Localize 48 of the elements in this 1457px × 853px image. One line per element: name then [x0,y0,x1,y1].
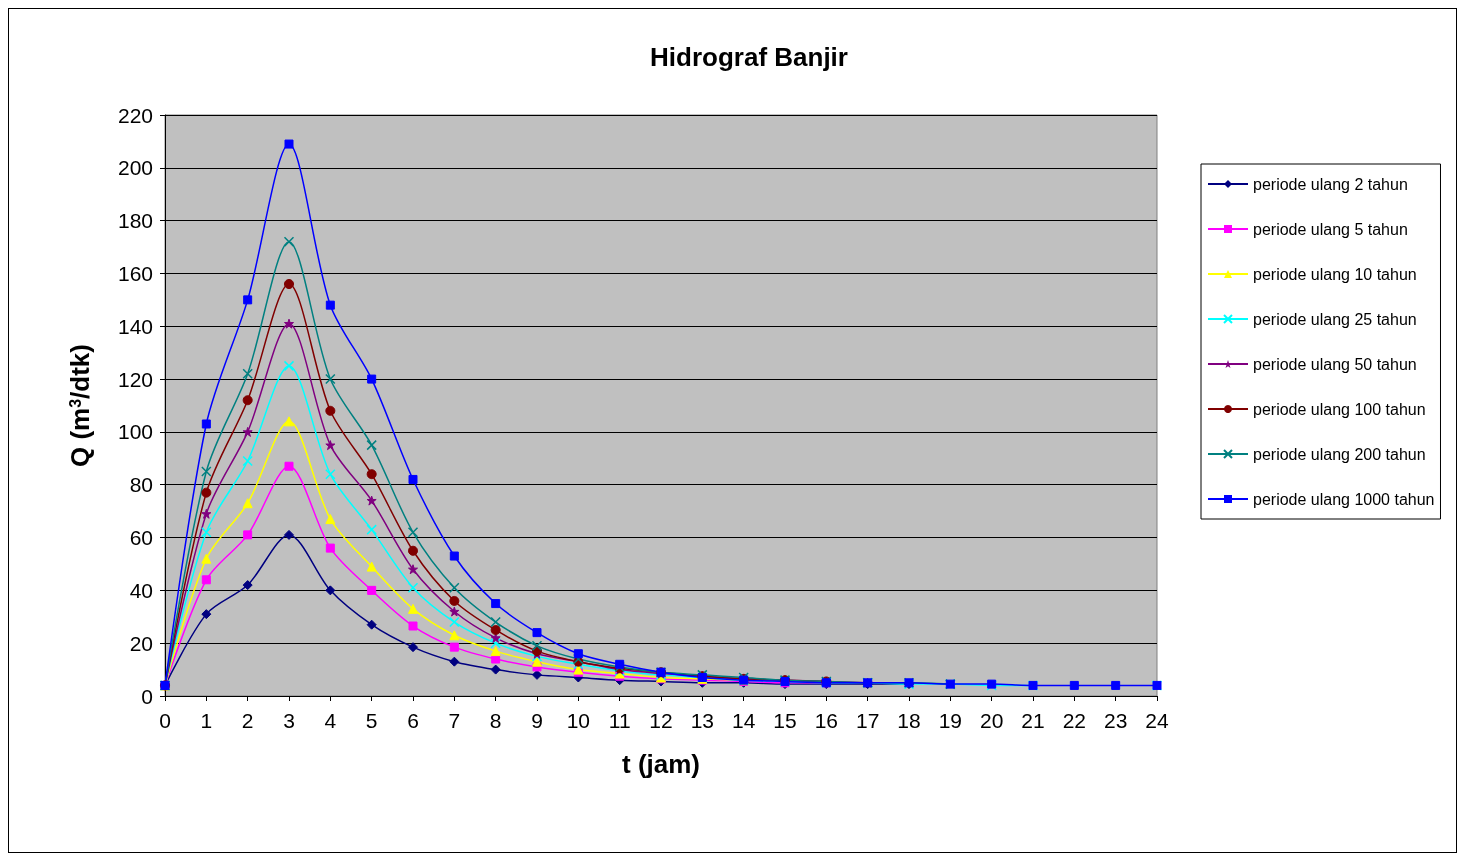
x-tick-label: 0 [159,709,171,732]
y-tick-label: 180 [117,209,153,233]
x-tick-label: 24 [1145,709,1169,732]
x-tick-label: 20 [979,709,1004,732]
x-axis-title: t (jam) [622,749,700,779]
y-tick-label: 160 [117,261,153,285]
legend-label: periode ulang 200 tahun [1253,445,1426,463]
y-tick-label: 0 [141,684,153,708]
x-tick-label: 9 [531,709,543,732]
x-tick-label: 7 [448,709,461,732]
legend-label: periode ulang 10 tahun [1253,265,1417,283]
y-axis-title: Q (m3/dtk) [65,343,95,468]
x-tick-label: 22 [1062,709,1087,732]
legend-label: periode ulang 1000 tahun [1253,490,1435,508]
legend-label: periode ulang 100 tahun [1253,400,1426,418]
x-tick-label: 14 [731,709,756,732]
x-tick-label: 23 [1103,709,1128,732]
y-tick-label: 140 [117,314,153,338]
x-tick-label: 1 [200,709,213,732]
y-tick-label: 220 [117,103,153,127]
y-tick-label: 80 [129,473,153,497]
x-tick-label: 10 [566,709,591,732]
legend-label: periode ulang 2 tahun [1253,175,1408,193]
x-tick-label: 18 [897,709,921,732]
x-tick-label: 8 [489,709,502,732]
x-tick-label: 4 [324,709,337,732]
x-tick-label: 17 [855,709,880,732]
x-tick-label: 19 [938,709,963,732]
x-tick-label: 12 [649,709,673,732]
y-tick-label: 200 [117,156,153,180]
x-tick-label: 15 [773,709,797,732]
y-tick-label: 120 [117,367,153,391]
x-tick-label: 5 [365,709,378,732]
y-tick-label: 40 [129,578,153,602]
x-tick-label: 16 [814,709,839,732]
x-tick-label: 13 [690,709,715,732]
y-tick-label: 60 [129,526,153,550]
legend-label: periode ulang 25 tahun [1253,310,1417,328]
x-tick-label: 11 [608,709,631,732]
x-tick-label: 2 [241,709,254,732]
x-tick-label: 6 [407,709,419,732]
x-tick-label: 3 [283,709,295,732]
legend-label: periode ulang 50 tahun [1253,355,1417,373]
y-tick-label: 20 [129,631,153,655]
chart-title: Hidrograf Banjir [650,42,848,72]
x-tick-label: 21 [1021,709,1045,732]
y-tick-label: 100 [117,420,153,444]
legend-label: periode ulang 5 tahun [1253,220,1408,238]
